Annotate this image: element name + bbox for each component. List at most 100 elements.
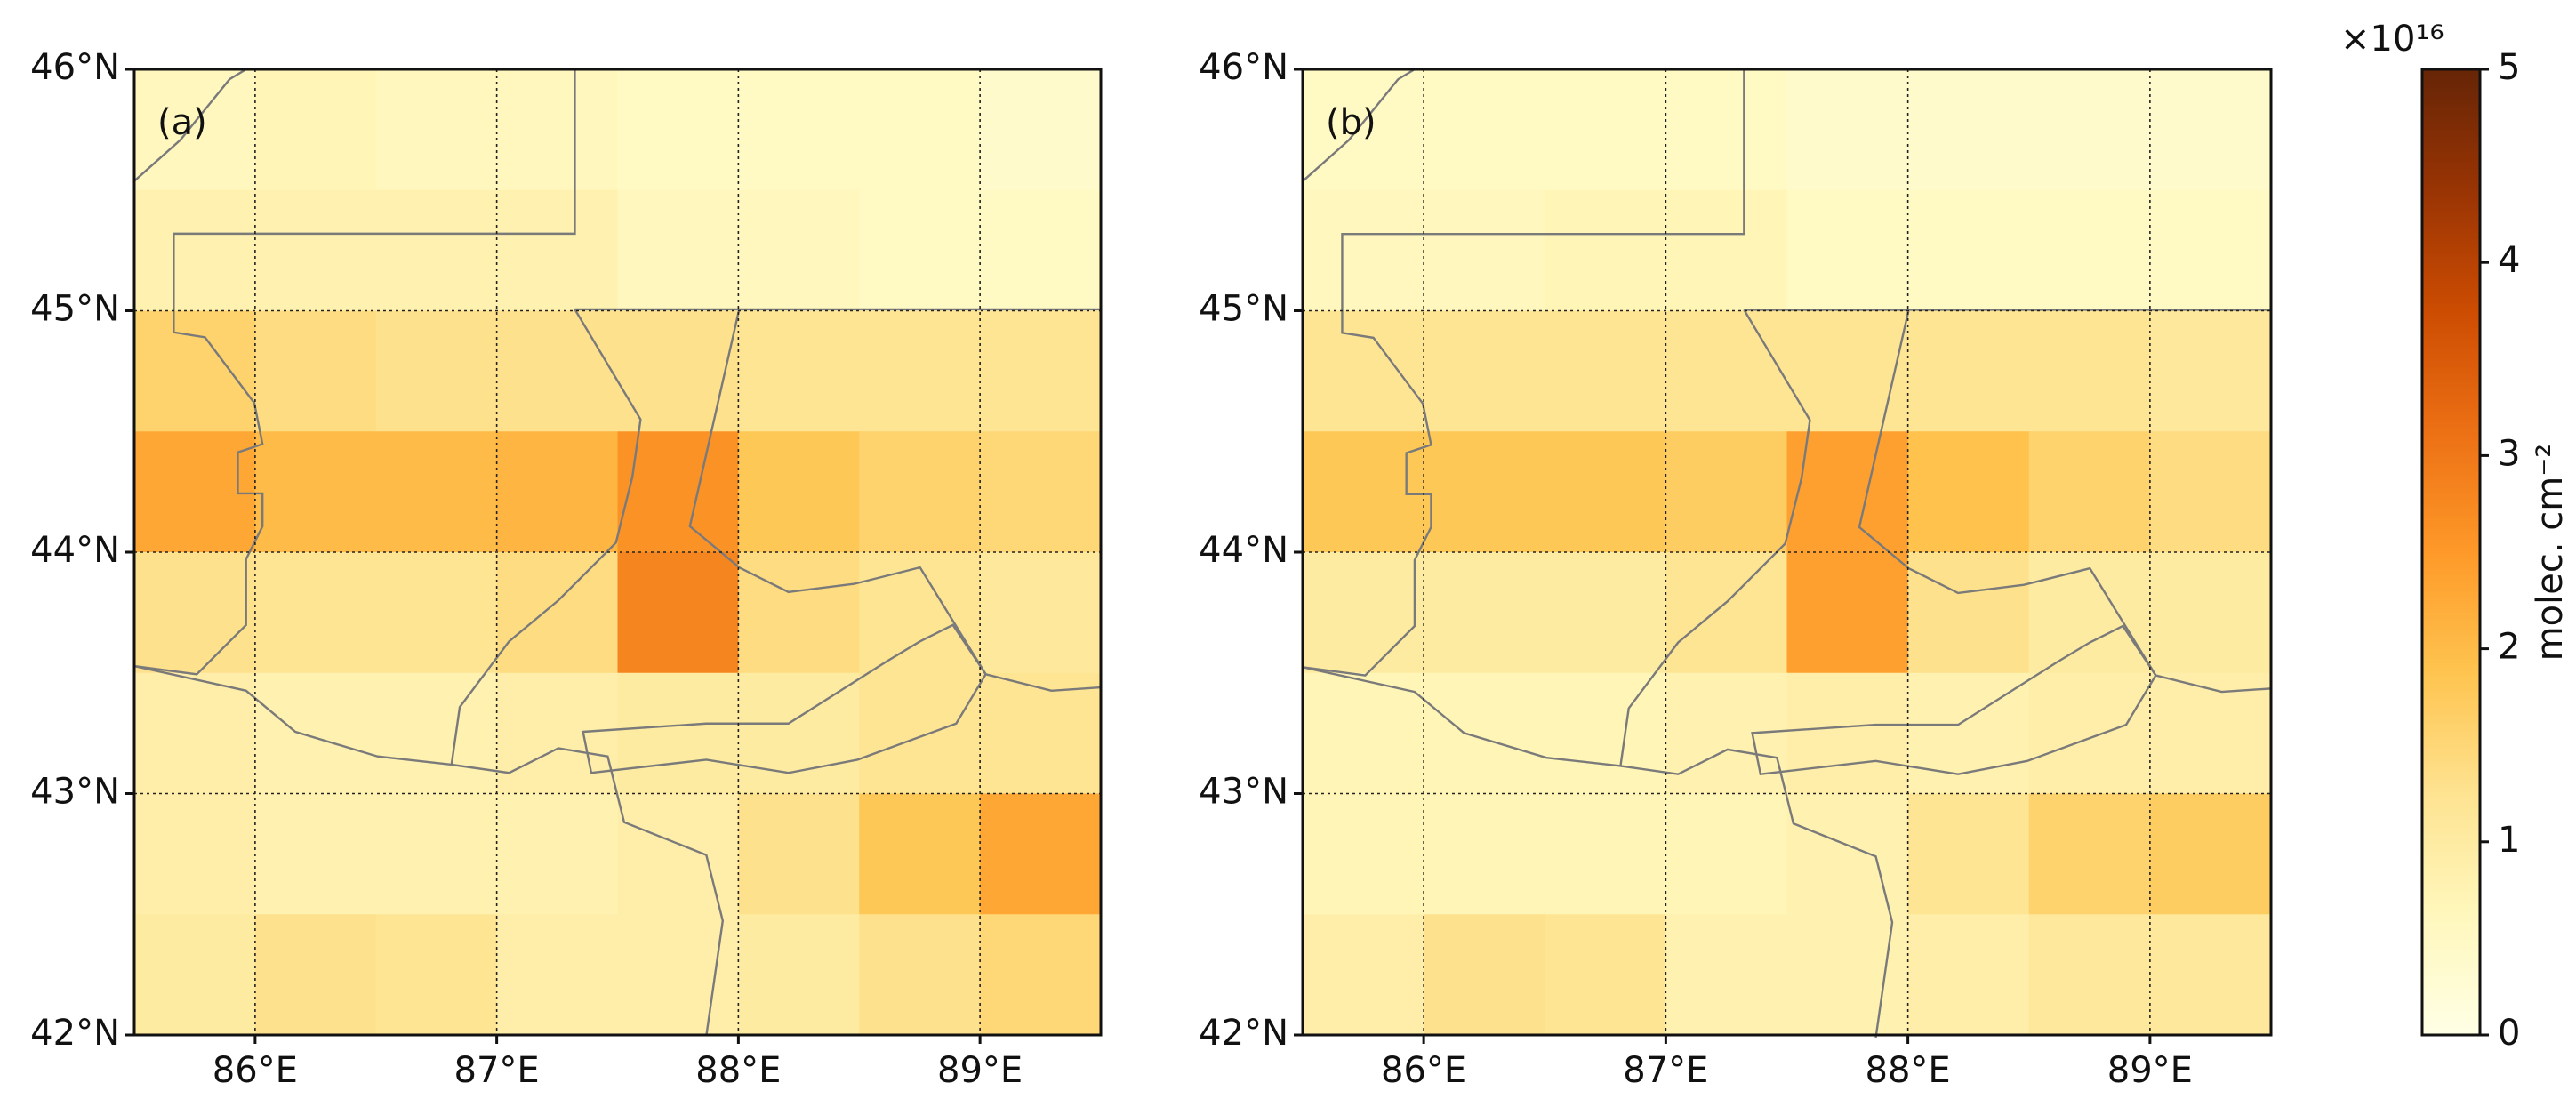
colorbar-multiplier: ×10¹⁶: [2340, 19, 2444, 60]
heat-cell: [738, 793, 860, 915]
heat-cell: [738, 69, 860, 191]
heat-cell: [980, 914, 1102, 1036]
heat-cell: [375, 552, 498, 674]
heat-cell: [980, 69, 1102, 191]
heat-cell: [2028, 914, 2151, 1036]
heat-cell: [1545, 69, 1666, 191]
heat-cell: [1786, 69, 1909, 191]
heat-cell: [2149, 914, 2272, 1036]
heat-cell: [859, 672, 981, 794]
heat-cell: [2028, 552, 2151, 674]
heat-cell: [1665, 914, 1787, 1036]
y-tick-label: 42°N: [1199, 1013, 1288, 1054]
heat-cell: [1545, 552, 1666, 674]
heat-cell: [2028, 793, 2151, 915]
heat-cell: [738, 552, 860, 674]
heat-cell: [1665, 431, 1787, 553]
heat-cell: [134, 69, 256, 191]
heat-cell: [980, 672, 1102, 794]
heat-cell: [2149, 672, 2272, 794]
heat-cell: [738, 914, 860, 1036]
heat-cell: [1545, 310, 1666, 432]
heat-cell: [1665, 310, 1787, 432]
heat-cell: [617, 672, 739, 794]
x-tick-label: 89°E: [937, 1050, 1023, 1091]
colorbar-tick-label: 5: [2498, 47, 2520, 88]
y-tick-label: 42°N: [30, 1013, 120, 1054]
colorbar-tick-label: 4: [2498, 240, 2520, 281]
heat-cell: [859, 69, 981, 191]
heat-cell: [1303, 69, 1424, 191]
heat-cell: [1303, 189, 1424, 311]
heat-cell: [1424, 914, 1545, 1036]
colorbar-label: molec. cm⁻²: [2530, 444, 2571, 662]
heat-cell: [1907, 431, 2030, 553]
heat-cell: [738, 310, 860, 432]
heat-cell: [375, 672, 498, 794]
heat-cell: [496, 310, 618, 432]
map-panel: [1303, 69, 2272, 1038]
heat-cell: [859, 552, 981, 674]
heat-cell: [1907, 189, 2030, 311]
heat-cell: [1424, 552, 1545, 674]
colorbar-tick-label: 0: [2498, 1013, 2520, 1054]
heat-cell: [134, 189, 256, 311]
heat-cell: [617, 310, 739, 432]
heat-cell: [2028, 310, 2151, 432]
heat-cell: [134, 793, 256, 915]
heat-cell: [1786, 189, 1909, 311]
heat-cell: [1665, 672, 1787, 794]
heat-cell: [1424, 672, 1545, 794]
heat-cell: [254, 69, 377, 191]
heat-cell: [254, 310, 377, 432]
heat-cell: [134, 552, 256, 674]
heat-cell: [375, 310, 498, 432]
heat-cell: [375, 793, 498, 915]
map-frame: [1301, 68, 2273, 1037]
x-tick-label: 89°E: [2107, 1050, 2193, 1091]
heat-cell: [1424, 793, 1545, 915]
heat-cell: [980, 793, 1102, 915]
heat-cell: [1786, 310, 1909, 432]
panel-label: (a): [157, 102, 207, 143]
heat-cell: [859, 793, 981, 915]
heat-cell: [254, 189, 377, 311]
x-tick-label: 86°E: [1381, 1050, 1466, 1091]
colorbar-tick-label: 3: [2498, 433, 2520, 474]
heat-cell: [1424, 310, 1545, 432]
heat-cell: [1303, 552, 1424, 674]
colorbar-tick-label: 2: [2498, 627, 2520, 668]
heat-cell: [738, 431, 860, 553]
heat-cell: [859, 914, 981, 1036]
heat-cell: [254, 672, 377, 794]
heat-cell: [1907, 914, 2030, 1036]
heat-cell: [1786, 793, 1909, 915]
heat-cell: [2149, 793, 2272, 915]
heat-cell: [496, 793, 618, 915]
heat-cell: [859, 431, 981, 553]
heat-cell: [1786, 914, 1909, 1036]
x-tick-label: 88°E: [1866, 1050, 1951, 1091]
heat-cell: [617, 914, 739, 1036]
y-tick-label: 44°N: [30, 530, 120, 571]
heat-cell: [2149, 431, 2272, 553]
heat-cell: [1545, 189, 1666, 311]
heat-cell: [980, 189, 1102, 311]
y-tick-label: 44°N: [1199, 530, 1288, 571]
heat-cell: [2149, 69, 2272, 191]
heat-cell: [1786, 552, 1909, 674]
heat-cell: [859, 189, 981, 311]
heat-cell: [1545, 431, 1666, 553]
heat-cell: [1786, 431, 1909, 553]
x-tick-label: 87°E: [1623, 1050, 1708, 1091]
y-tick-label: 43°N: [30, 772, 120, 813]
heat-cell: [134, 672, 256, 794]
colorbar-tick-label: 1: [2498, 820, 2520, 861]
heat-cell: [1545, 672, 1666, 794]
x-tick-label: 87°E: [454, 1050, 540, 1091]
y-tick-label: 46°N: [1199, 47, 1288, 88]
heat-cell: [738, 189, 860, 311]
map-panel: [134, 69, 1102, 1036]
heat-cell: [859, 310, 981, 432]
